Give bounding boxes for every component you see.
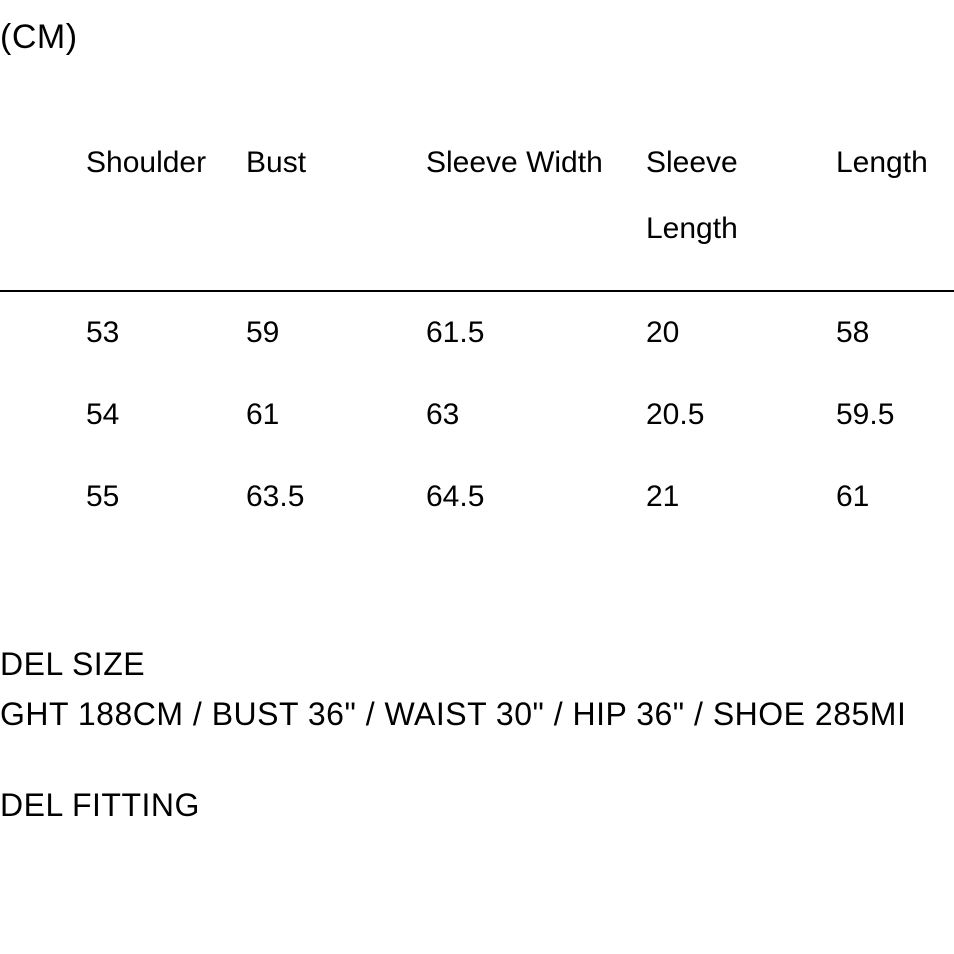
table-cell: 54 [80,374,240,456]
table-cell: 58 [830,291,954,374]
table-row: 55 63.5 64.5 21 61 [0,456,954,538]
col-header: Bust [240,110,420,291]
unit-label: (CM) [0,18,78,57]
table-cell [0,456,80,538]
model-fitting-heading: DEL FITTING [0,781,906,831]
table-cell [0,374,80,456]
table-header-row: Shoulder Bust Sleeve Width Sleeve Length… [0,110,954,291]
table-cell: 61 [830,456,954,538]
table-cell: 61 [240,374,420,456]
col-header: Sleeve Length [640,110,830,291]
table-cell: 55 [80,456,240,538]
size-table-container: Shoulder Bust Sleeve Width Sleeve Length… [0,110,954,538]
table-cell: 63 [420,374,640,456]
table-cell: 59 [240,291,420,374]
table-row: 54 61 63 20.5 59.5 [0,374,954,456]
table-cell: 20 [640,291,830,374]
table-row: 53 59 61.5 20 58 [0,291,954,374]
col-header [0,110,80,291]
table-cell: 53 [80,291,240,374]
col-header: Shoulder [80,110,240,291]
table-cell [0,291,80,374]
table-cell: 64.5 [420,456,640,538]
table-cell: 59.5 [830,374,954,456]
col-header: Sleeve Width [420,110,640,291]
model-size-line: GHT 188CM / BUST 36" / WAIST 30" / HIP 3… [0,690,906,740]
col-header: Length [830,110,954,291]
model-info-block: DEL SIZE GHT 188CM / BUST 36" / WAIST 30… [0,640,906,831]
table-cell: 21 [640,456,830,538]
table-cell: 63.5 [240,456,420,538]
table-cell: 20.5 [640,374,830,456]
size-table: Shoulder Bust Sleeve Width Sleeve Length… [0,110,954,538]
model-size-heading: DEL SIZE [0,640,906,690]
table-cell: 61.5 [420,291,640,374]
